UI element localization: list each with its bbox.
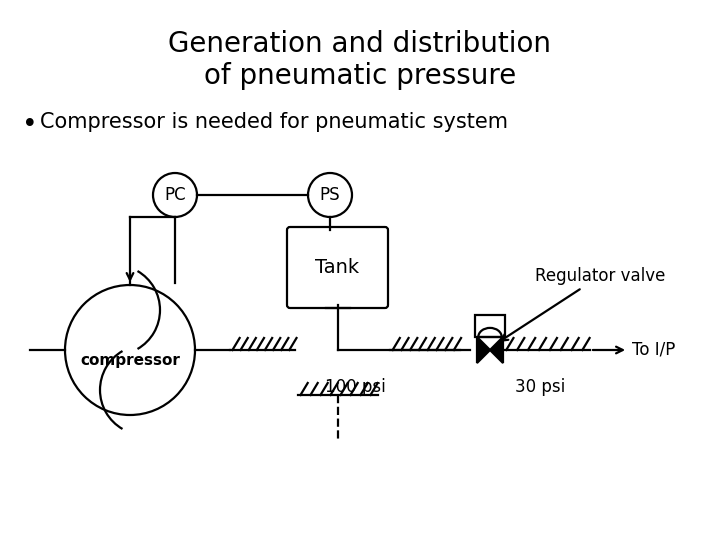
Text: Regulator valve: Regulator valve xyxy=(501,267,665,341)
Polygon shape xyxy=(477,337,490,363)
Text: 30 psi: 30 psi xyxy=(515,378,565,396)
Text: •: • xyxy=(22,112,37,138)
Text: 100 psi: 100 psi xyxy=(325,378,386,396)
Text: Generation and distribution: Generation and distribution xyxy=(168,30,552,58)
Polygon shape xyxy=(490,337,503,363)
Text: To I/P: To I/P xyxy=(632,341,675,359)
Bar xyxy=(475,315,505,337)
Text: PC: PC xyxy=(164,186,186,204)
Text: Compressor is needed for pneumatic system: Compressor is needed for pneumatic syste… xyxy=(40,112,508,132)
Text: of pneumatic pressure: of pneumatic pressure xyxy=(204,62,516,90)
Text: compressor: compressor xyxy=(80,353,180,368)
Text: PS: PS xyxy=(320,186,341,204)
Text: Tank: Tank xyxy=(315,258,359,277)
